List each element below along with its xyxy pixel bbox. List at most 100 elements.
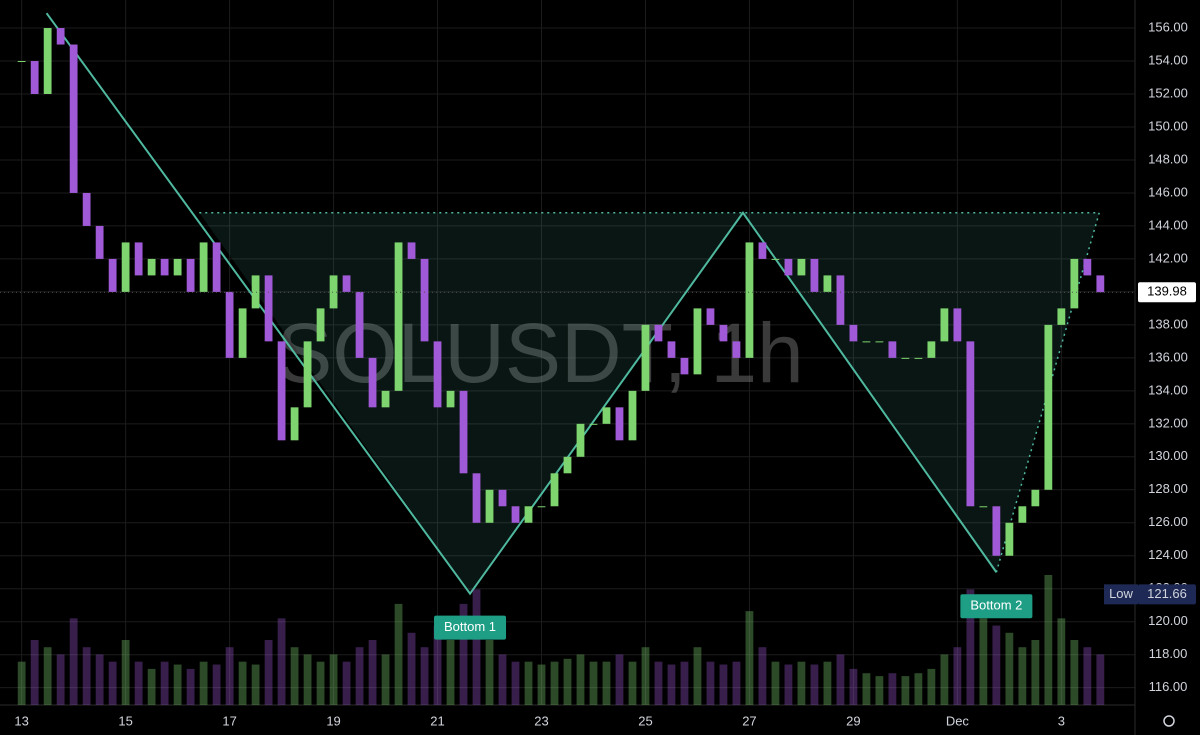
candle bbox=[693, 308, 702, 375]
x-tick-label: 27 bbox=[742, 713, 756, 728]
x-tick-label: Dec bbox=[946, 713, 970, 728]
low-tag-label: Low bbox=[1109, 586, 1133, 601]
volume-bar bbox=[1031, 640, 1040, 705]
volume-bar bbox=[446, 640, 455, 705]
x-tick-label: 13 bbox=[14, 713, 28, 728]
candle bbox=[43, 28, 52, 94]
y-tick-label: 132.00 bbox=[1148, 415, 1188, 430]
candle bbox=[472, 473, 481, 523]
y-tick-label: 156.00 bbox=[1148, 19, 1188, 34]
candle bbox=[433, 341, 442, 408]
low-value-label: 121.66 bbox=[1147, 586, 1187, 601]
volume-bar bbox=[680, 661, 689, 705]
volume-bar bbox=[628, 661, 637, 705]
candle bbox=[446, 390, 455, 408]
volume-bar bbox=[160, 661, 169, 705]
candle bbox=[30, 61, 39, 94]
volume-bar bbox=[862, 673, 871, 705]
volume-bar bbox=[1057, 618, 1066, 705]
volume-bar bbox=[979, 618, 988, 705]
candle bbox=[654, 324, 663, 342]
volume-bar bbox=[901, 676, 910, 705]
candle bbox=[212, 242, 221, 292]
candle bbox=[459, 390, 468, 474]
candle bbox=[485, 489, 494, 523]
candle bbox=[82, 192, 91, 226]
candle bbox=[875, 341, 884, 343]
candle bbox=[277, 341, 286, 441]
watermark-title: SOLUSDT, 1h bbox=[276, 306, 804, 400]
volume-bar bbox=[719, 664, 728, 705]
volume-bar bbox=[134, 661, 143, 705]
candle bbox=[95, 225, 104, 259]
volume-bar bbox=[641, 647, 650, 705]
candle bbox=[810, 258, 819, 292]
volume-bar bbox=[199, 661, 208, 705]
volume-bar bbox=[1083, 647, 1092, 705]
y-tick-label: 154.00 bbox=[1148, 52, 1188, 67]
candle bbox=[329, 275, 338, 309]
y-tick-label: 148.00 bbox=[1148, 151, 1188, 166]
volume-bar bbox=[316, 661, 325, 705]
volume-bar bbox=[459, 603, 468, 705]
volume-bar bbox=[823, 661, 832, 705]
volume-bar bbox=[1044, 575, 1053, 705]
y-tick-label: 126.00 bbox=[1148, 514, 1188, 529]
x-tick-label: 3 bbox=[1058, 713, 1065, 728]
candle bbox=[537, 506, 546, 508]
volume-bar bbox=[407, 632, 416, 705]
volume-bar bbox=[667, 664, 676, 705]
volume-bar bbox=[524, 661, 533, 705]
y-tick-label: 150.00 bbox=[1148, 118, 1188, 133]
x-tick-label: 29 bbox=[846, 713, 860, 728]
candle bbox=[732, 341, 741, 358]
volume-bar bbox=[537, 664, 546, 705]
volume-bar bbox=[433, 625, 442, 705]
candle bbox=[979, 506, 988, 508]
candle bbox=[641, 324, 650, 391]
y-tick-label: 124.00 bbox=[1148, 547, 1188, 562]
volume-bar bbox=[784, 664, 793, 705]
candle bbox=[173, 258, 182, 276]
settings-icon[interactable] bbox=[1163, 715, 1175, 727]
candle bbox=[1018, 506, 1027, 523]
candle bbox=[420, 258, 429, 342]
volume-bar bbox=[368, 640, 377, 705]
volume-bar bbox=[121, 640, 130, 705]
candle bbox=[1057, 308, 1066, 325]
candle bbox=[719, 324, 728, 342]
y-tick-label: 152.00 bbox=[1148, 85, 1188, 100]
candle bbox=[602, 407, 611, 424]
candle bbox=[368, 357, 377, 408]
x-tick-label: 21 bbox=[430, 713, 444, 728]
candle bbox=[615, 407, 624, 441]
candle bbox=[823, 275, 832, 292]
volume-bar bbox=[472, 589, 481, 705]
candle bbox=[290, 407, 299, 441]
candle bbox=[355, 291, 364, 358]
volume-bar bbox=[693, 647, 702, 705]
candle bbox=[264, 275, 273, 342]
volume-bar bbox=[56, 654, 65, 705]
y-tick-label: 144.00 bbox=[1148, 217, 1188, 232]
candle bbox=[862, 341, 871, 343]
x-tick-label: 17 bbox=[222, 713, 236, 728]
candle bbox=[69, 44, 78, 193]
candle bbox=[407, 242, 416, 259]
y-tick-label: 118.00 bbox=[1149, 646, 1188, 661]
y-tick-label: 146.00 bbox=[1148, 184, 1188, 199]
candle bbox=[992, 506, 1001, 556]
annotation-box bbox=[960, 594, 1033, 619]
volume-bar bbox=[420, 647, 429, 705]
volume-bar bbox=[953, 647, 962, 705]
candle bbox=[1005, 522, 1014, 556]
volume-bar bbox=[186, 668, 195, 705]
volume-bar bbox=[147, 668, 156, 705]
volume-bar bbox=[940, 654, 949, 705]
x-tick-label: 15 bbox=[118, 713, 132, 728]
candle bbox=[836, 275, 845, 325]
volume-bar bbox=[381, 654, 390, 705]
volume-bar bbox=[888, 673, 897, 705]
candle bbox=[667, 341, 676, 358]
